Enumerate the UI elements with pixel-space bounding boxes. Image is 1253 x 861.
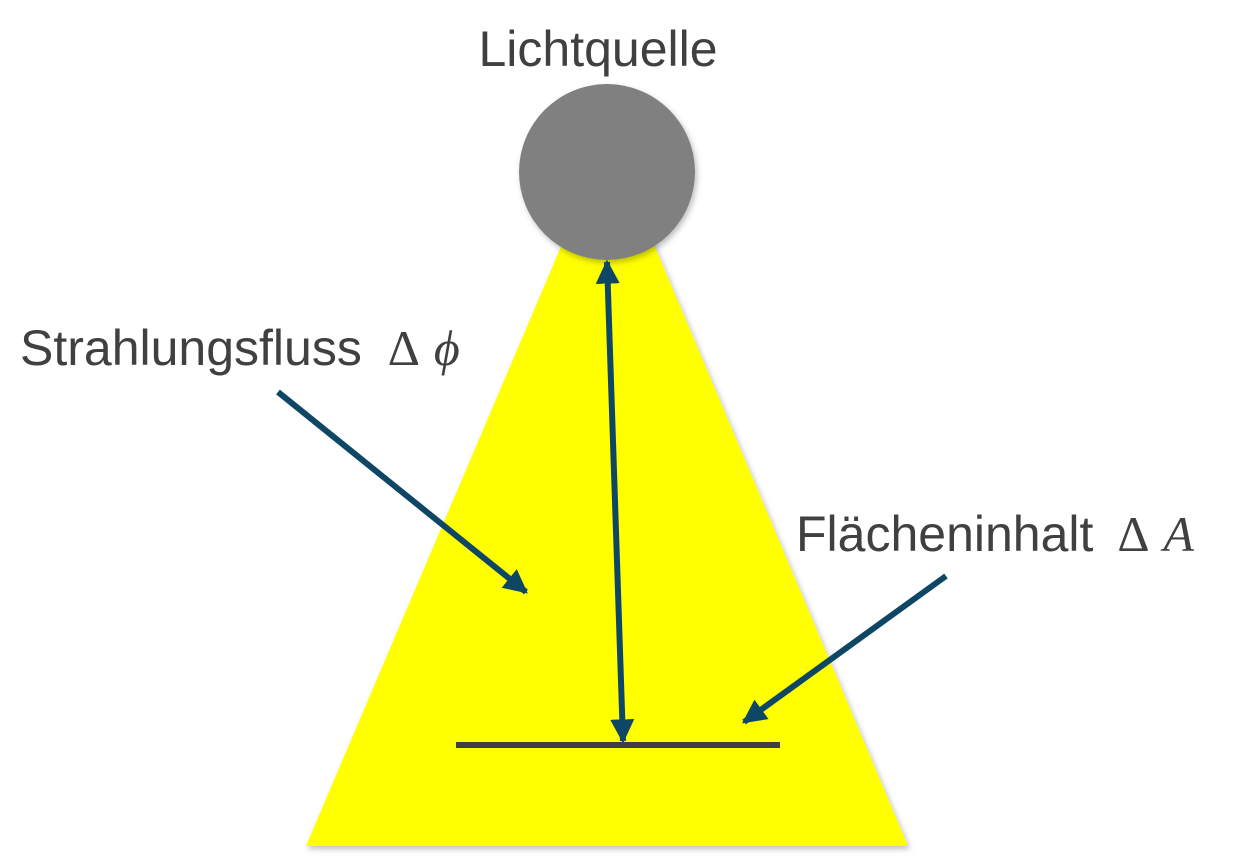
radiant-flux-text: Strahlungsfluss (20, 320, 362, 376)
area-symbol: A (1160, 506, 1194, 562)
area-label: Flächeninhalt Δ A (796, 506, 1194, 562)
area-pointer-arrow (742, 573, 948, 725)
area-delta: Δ (1117, 506, 1149, 562)
flux-pointer-arrow (276, 389, 528, 595)
light-source-circle (519, 84, 695, 260)
radiant-flux-delta: Δ (388, 320, 420, 376)
light-source-label: Lichtquelle (478, 21, 717, 77)
radiant-flux-symbol: ϕ (434, 320, 460, 376)
radiant-flux-label: Strahlungsfluss Δ ϕ (20, 320, 460, 376)
area-text: Flächeninhalt (796, 506, 1094, 562)
distance-arrow (595, 259, 635, 744)
